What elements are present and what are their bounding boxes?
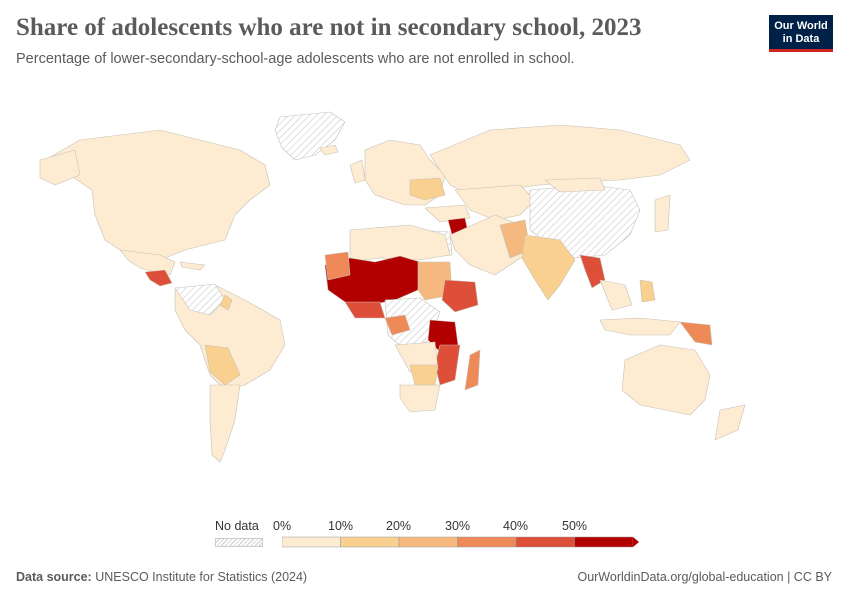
iceland [319, 144, 339, 156]
turkey [424, 204, 471, 223]
alaska [39, 149, 81, 186]
gulf-guinea [344, 301, 386, 319]
legend-bin[interactable] [398, 536, 458, 548]
legend-no-data-swatch[interactable] [215, 538, 263, 547]
southeast-asia [599, 279, 633, 311]
mozambique [434, 344, 461, 386]
north-america [44, 129, 271, 259]
new-zealand [714, 404, 746, 441]
philippines [639, 279, 656, 303]
legend-color-bar [282, 536, 639, 548]
central-america [144, 269, 173, 287]
cuba [179, 261, 206, 271]
footer-link[interactable]: OurWorldinData.org/global-education | CC… [577, 570, 832, 584]
world-map[interactable] [0, 95, 850, 505]
congo [384, 314, 411, 336]
legend-arrow [633, 537, 639, 547]
footer-source: Data source: UNESCO Institute for Statis… [16, 570, 307, 584]
indonesia [599, 317, 681, 336]
legend-bin[interactable] [282, 536, 341, 548]
legend-bin[interactable] [457, 536, 517, 548]
source-label: Data source: [16, 570, 92, 584]
source-text: UNESCO Institute for Statistics (2024) [95, 570, 308, 584]
owid-logo[interactable]: Our World in Data [769, 15, 833, 52]
logo-line-1: Our World [774, 20, 828, 32]
australia [621, 344, 711, 416]
eastern-europe [409, 177, 446, 201]
india [521, 234, 576, 301]
mauritania [324, 251, 351, 281]
papua-new-guinea [679, 321, 713, 346]
legend-bin[interactable] [340, 536, 400, 548]
mongolia [544, 177, 606, 193]
myanmar-laos [579, 254, 606, 289]
central-asia [454, 184, 536, 221]
legend-tick-label: 20% [386, 519, 412, 533]
legend-tick-label: 10% [328, 519, 354, 533]
logo-line-2: in Data [782, 33, 820, 45]
paraguay-bolivia [204, 344, 241, 386]
greenland [274, 111, 346, 161]
legend-bin[interactable] [574, 536, 634, 548]
chart-subtitle: Percentage of lower-secondary-school-age… [16, 51, 575, 67]
guyana [219, 294, 233, 311]
legend-tick-label: 0% [273, 519, 292, 533]
legend-bin[interactable] [515, 536, 575, 548]
legend-tick-label: 50% [562, 519, 588, 533]
venezuela-colombia [174, 283, 226, 316]
uk [349, 159, 366, 184]
legend-tick-label: 40% [503, 519, 529, 533]
legend-tick-label: 30% [445, 519, 471, 533]
south-africa [399, 384, 441, 413]
legend-no-data-label: No data [215, 519, 259, 533]
chart-title: Share of adolescents who are not in seco… [16, 14, 642, 41]
madagascar [464, 349, 481, 391]
zimbabwe [409, 364, 439, 386]
ethiopia [441, 279, 479, 313]
angola-zambia [394, 341, 439, 373]
japan [654, 194, 671, 233]
south-america-south [209, 384, 241, 463]
